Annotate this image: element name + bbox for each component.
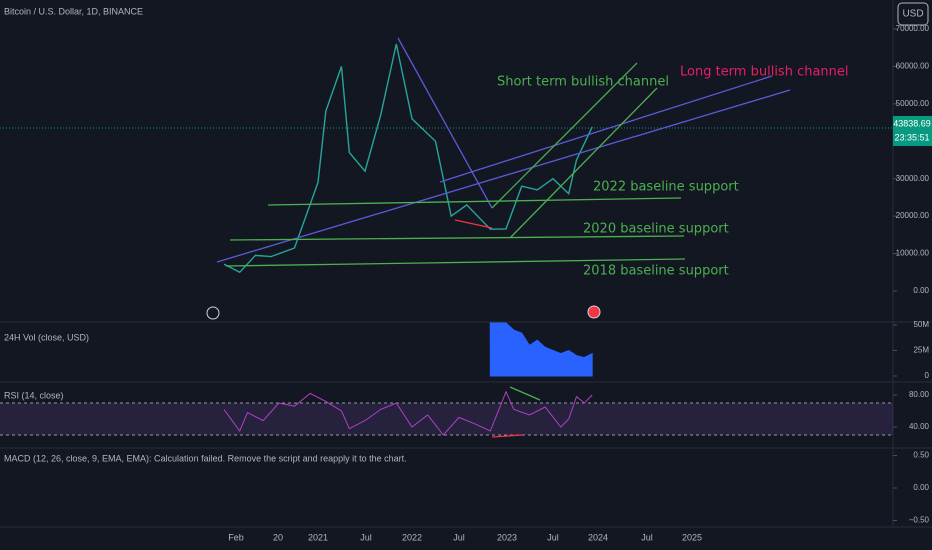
annotation: 2020 baseline support [583, 222, 729, 237]
trendlines [216, 37, 791, 438]
macd-tick-label: 0.50 [913, 451, 929, 460]
event-icon[interactable] [587, 305, 601, 319]
last-price: 43838.69 [893, 118, 931, 128]
price-tick-label: 10000.00 [896, 249, 930, 258]
macd-label: MACD (12, 26, close, 9, EMA, EMA): Calcu… [4, 453, 407, 463]
trendline [216, 89, 791, 263]
volume-label: 24H Vol (close, USD) [4, 332, 89, 342]
divergence-line [454, 219, 493, 229]
annotation: 2018 baseline support [583, 264, 729, 279]
trendline [439, 75, 773, 183]
support-line [229, 235, 685, 241]
support-line [267, 197, 682, 206]
divergence-line [509, 386, 541, 401]
trendline [509, 87, 658, 239]
volume-tick-label: 50M [913, 320, 929, 329]
annotation: 2022 baseline support [593, 180, 739, 195]
trendline [397, 37, 493, 209]
time-tick-label: Jul [453, 532, 465, 542]
price-tick-label: 60000.00 [896, 62, 930, 71]
divergence-line [491, 434, 523, 438]
volume-tick-label: 0 [925, 371, 930, 380]
rsi-tick-label: 40.00 [909, 422, 930, 431]
price-tick-label: 20000.00 [896, 211, 930, 220]
time-tick-label: 2022 [402, 532, 422, 542]
pane-separators [0, 0, 932, 528]
volume-area [489, 322, 593, 377]
annotation: Short term bullish channel [497, 75, 669, 90]
macd-tick-label: −0.50 [909, 516, 930, 525]
currency-button[interactable] [897, 2, 929, 26]
time-tick-label: 2023 [497, 532, 517, 542]
rsi-band [0, 403, 893, 435]
volume-tick-label: 25M [913, 346, 929, 355]
logo-icon [206, 306, 220, 320]
time-tick-label: Jul [360, 532, 372, 542]
rsi-line [223, 390, 593, 436]
time-tick-label: Jul [641, 532, 653, 542]
price-tick-label: 70000.00 [896, 24, 930, 33]
price-tick-label: 30000.00 [896, 174, 930, 183]
trendline [491, 62, 638, 209]
time-tick-label: 2025 [682, 532, 702, 542]
rsi-label: RSI (14, close) [4, 390, 64, 400]
last-price-badge [893, 116, 932, 146]
time-tick-label: 2024 [588, 532, 608, 542]
time-tick-label: Jul [547, 532, 559, 542]
countdown: 23:35:51 [894, 132, 929, 142]
time-tick-label: 2021 [308, 532, 328, 542]
time-tick-label: 20 [273, 532, 283, 542]
rsi-tick-label: 80.00 [909, 390, 930, 399]
symbol-title: Bitcoin / U.S. Dollar, 1D, BINANCE [4, 6, 143, 16]
price-line [223, 43, 593, 274]
currency-label[interactable]: USD [902, 9, 923, 20]
price-tick-label: 0.00 [913, 286, 929, 295]
support-line [225, 258, 686, 267]
price-tick-label: 50000.00 [896, 99, 930, 108]
annotation: Long term bullish channel [680, 65, 849, 80]
time-tick-label: Feb [228, 532, 244, 542]
macd-tick-label: 0.00 [913, 483, 929, 492]
